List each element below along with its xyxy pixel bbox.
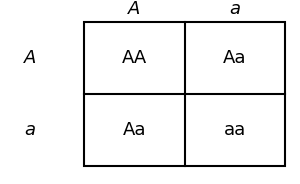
Text: aa: aa [224, 121, 246, 139]
Text: a: a [25, 121, 35, 139]
Text: A: A [128, 0, 140, 18]
Text: Aa: Aa [223, 49, 247, 67]
Text: AA: AA [122, 49, 147, 67]
Text: Aa: Aa [122, 121, 146, 139]
Text: a: a [229, 0, 240, 18]
Text: A: A [24, 49, 36, 67]
Bar [84, 22, 285, 166]
